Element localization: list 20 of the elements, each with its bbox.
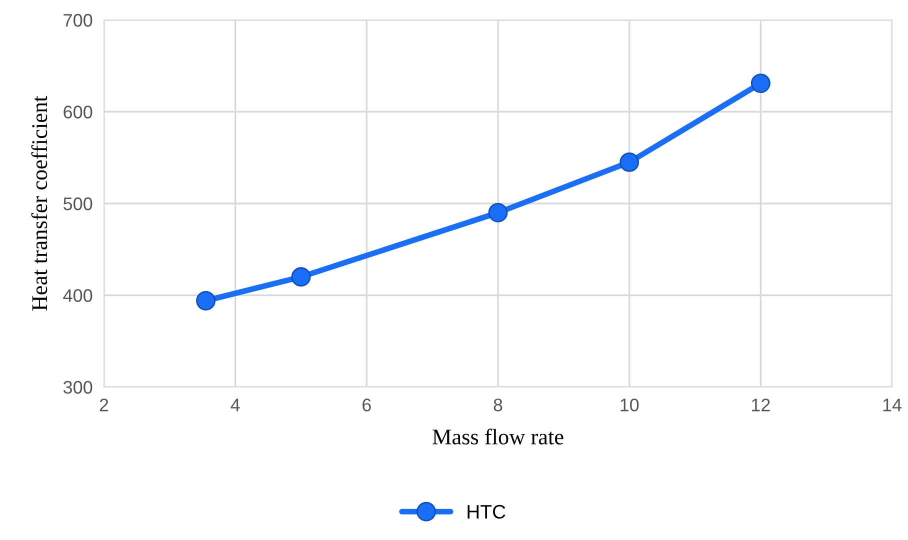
- x-tick-label: 2: [100, 398, 108, 412]
- y-tick-label: 700: [64, 14, 92, 27]
- point: [196, 291, 216, 310]
- x-tick-label: 6: [362, 398, 371, 412]
- y-tick-label: 500: [63, 197, 92, 210]
- y-tick-label: 400: [63, 289, 92, 302]
- x-tick-label: 12: [752, 398, 770, 412]
- y-axis-title: Heat transfer coefficient: [31, 96, 48, 311]
- x-tick-label: 4: [230, 398, 240, 412]
- point: [291, 267, 311, 287]
- point: [750, 74, 770, 94]
- legend-label: HTC: [468, 504, 506, 519]
- y-tick-label: 600: [64, 106, 92, 118]
- x-axis-title: Mass flow rate: [432, 428, 564, 444]
- x-tick-label: 10: [620, 398, 639, 412]
- point: [488, 202, 508, 222]
- x-tick-label: 8: [494, 398, 502, 412]
- point: [620, 152, 640, 172]
- y-tick-label: 300: [63, 380, 92, 394]
- x-tick-label: 14: [883, 398, 902, 412]
